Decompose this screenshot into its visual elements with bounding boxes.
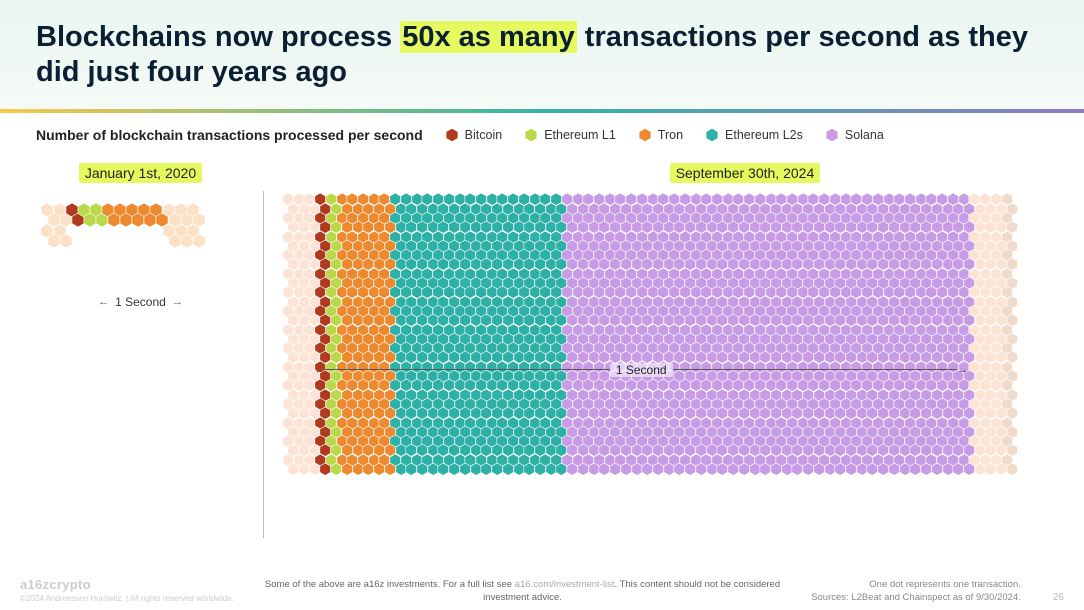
legend-item: Ethereum L1 bbox=[524, 128, 616, 142]
title-highlight: 50x as many bbox=[400, 21, 577, 53]
title-pre: Blockchains now process bbox=[36, 21, 400, 53]
legend-label: Bitcoin bbox=[465, 128, 503, 142]
legend-item: Bitcoin bbox=[445, 128, 503, 142]
legend-label: Solana bbox=[845, 128, 884, 142]
subtitle-row: Number of blockchain transactions proces… bbox=[36, 127, 1048, 143]
legend-label: Ethereum L1 bbox=[544, 128, 616, 142]
legend-swatch-icon bbox=[445, 128, 459, 142]
logo: a16zcrypto bbox=[20, 577, 234, 594]
header-band: Blockchains now process 50x as many tran… bbox=[0, 0, 1084, 113]
legend-swatch-icon bbox=[638, 128, 652, 142]
divider bbox=[263, 191, 264, 538]
chart-left-col: January 1st, 2020 ← 1 Second → bbox=[36, 163, 245, 309]
second-marker-right: ← 1 Second → bbox=[314, 363, 968, 377]
legend-swatch-icon bbox=[524, 128, 538, 142]
second-label-left: 1 Second bbox=[115, 295, 166, 309]
second-label-right: 1 Second bbox=[610, 363, 673, 377]
legend-label: Tron bbox=[658, 128, 683, 142]
arrow-right-icon: → bbox=[172, 296, 183, 308]
hex-cell bbox=[192, 234, 206, 253]
footer: a16zcrypto ©2024 Andreessen Horowitz. | … bbox=[20, 577, 1064, 604]
hex-grid-left bbox=[40, 193, 240, 283]
footnote-pre: Some of the above are a16z investments. … bbox=[265, 579, 515, 590]
legend-item: Ethereum L2s bbox=[705, 128, 803, 142]
source-line-2: Sources: L2Beat and Chainspect as of 9/3… bbox=[811, 592, 1021, 604]
legend-swatch-icon bbox=[705, 128, 719, 142]
chart-subtitle: Number of blockchain transactions proces… bbox=[36, 127, 423, 143]
legend-swatch-icon bbox=[825, 128, 839, 142]
copyright: ©2024 Andreessen Horowitz. | All rights … bbox=[20, 594, 234, 604]
footnote: Some of the above are a16z investments. … bbox=[254, 579, 791, 604]
hex-cell bbox=[1006, 462, 1018, 480]
content-area: Number of blockchain transactions proces… bbox=[0, 113, 1084, 538]
chart-right-label: September 30th, 2024 bbox=[670, 163, 821, 183]
chart-left-label: January 1st, 2020 bbox=[79, 163, 202, 183]
hex-cell bbox=[59, 234, 73, 253]
chart-right-col: September 30th, 2024 ← 1 Second → bbox=[282, 163, 1048, 538]
second-marker-left: ← 1 Second → bbox=[70, 295, 210, 309]
arrow-left-icon: ← bbox=[98, 296, 109, 308]
legend-item: Solana bbox=[825, 128, 884, 142]
legend-label: Ethereum L2s bbox=[725, 128, 803, 142]
footer-right: One dot represents one transaction. Sour… bbox=[811, 579, 1064, 604]
source-line-1: One dot represents one transaction. bbox=[811, 579, 1021, 591]
page-title: Blockchains now process 50x as many tran… bbox=[36, 20, 1048, 91]
page-number: 26 bbox=[1053, 591, 1064, 604]
sources: One dot represents one transaction. Sour… bbox=[811, 579, 1021, 604]
footnote-link[interactable]: a16.com/investment-list bbox=[515, 579, 615, 590]
legend: Bitcoin Ethereum L1 Tron Ethereum L2s Solana bbox=[445, 128, 884, 142]
charts-row: January 1st, 2020 ← 1 Second → September… bbox=[36, 163, 1048, 538]
legend-item: Tron bbox=[638, 128, 683, 142]
hex-grid-right: ← 1 Second → bbox=[282, 193, 1042, 538]
footer-left: a16zcrypto ©2024 Andreessen Horowitz. | … bbox=[20, 577, 234, 604]
